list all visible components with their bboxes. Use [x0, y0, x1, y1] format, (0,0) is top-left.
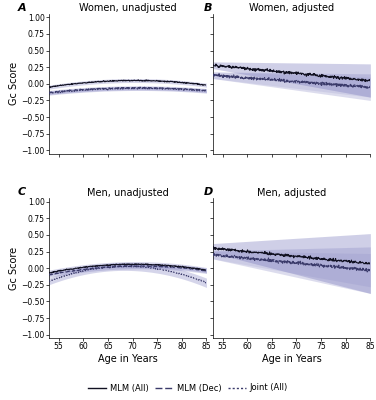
- Title: Men, adjusted: Men, adjusted: [257, 188, 326, 198]
- Title: Women, unadjusted: Women, unadjusted: [79, 3, 176, 13]
- Text: C: C: [17, 187, 26, 197]
- X-axis label: Age in Years: Age in Years: [98, 354, 158, 364]
- Text: A: A: [17, 3, 26, 13]
- Text: D: D: [203, 187, 212, 197]
- Text: B: B: [203, 3, 212, 13]
- Y-axis label: Gc Score: Gc Score: [9, 247, 18, 290]
- Y-axis label: Gc Score: Gc Score: [9, 62, 18, 105]
- Legend: MLM (All), MLM (Dec), Joint (All): MLM (All), MLM (Dec), Joint (All): [85, 380, 291, 396]
- X-axis label: Age in Years: Age in Years: [262, 354, 321, 364]
- Title: Women, adjusted: Women, adjusted: [249, 3, 334, 13]
- Title: Men, unadjusted: Men, unadjusted: [87, 188, 168, 198]
